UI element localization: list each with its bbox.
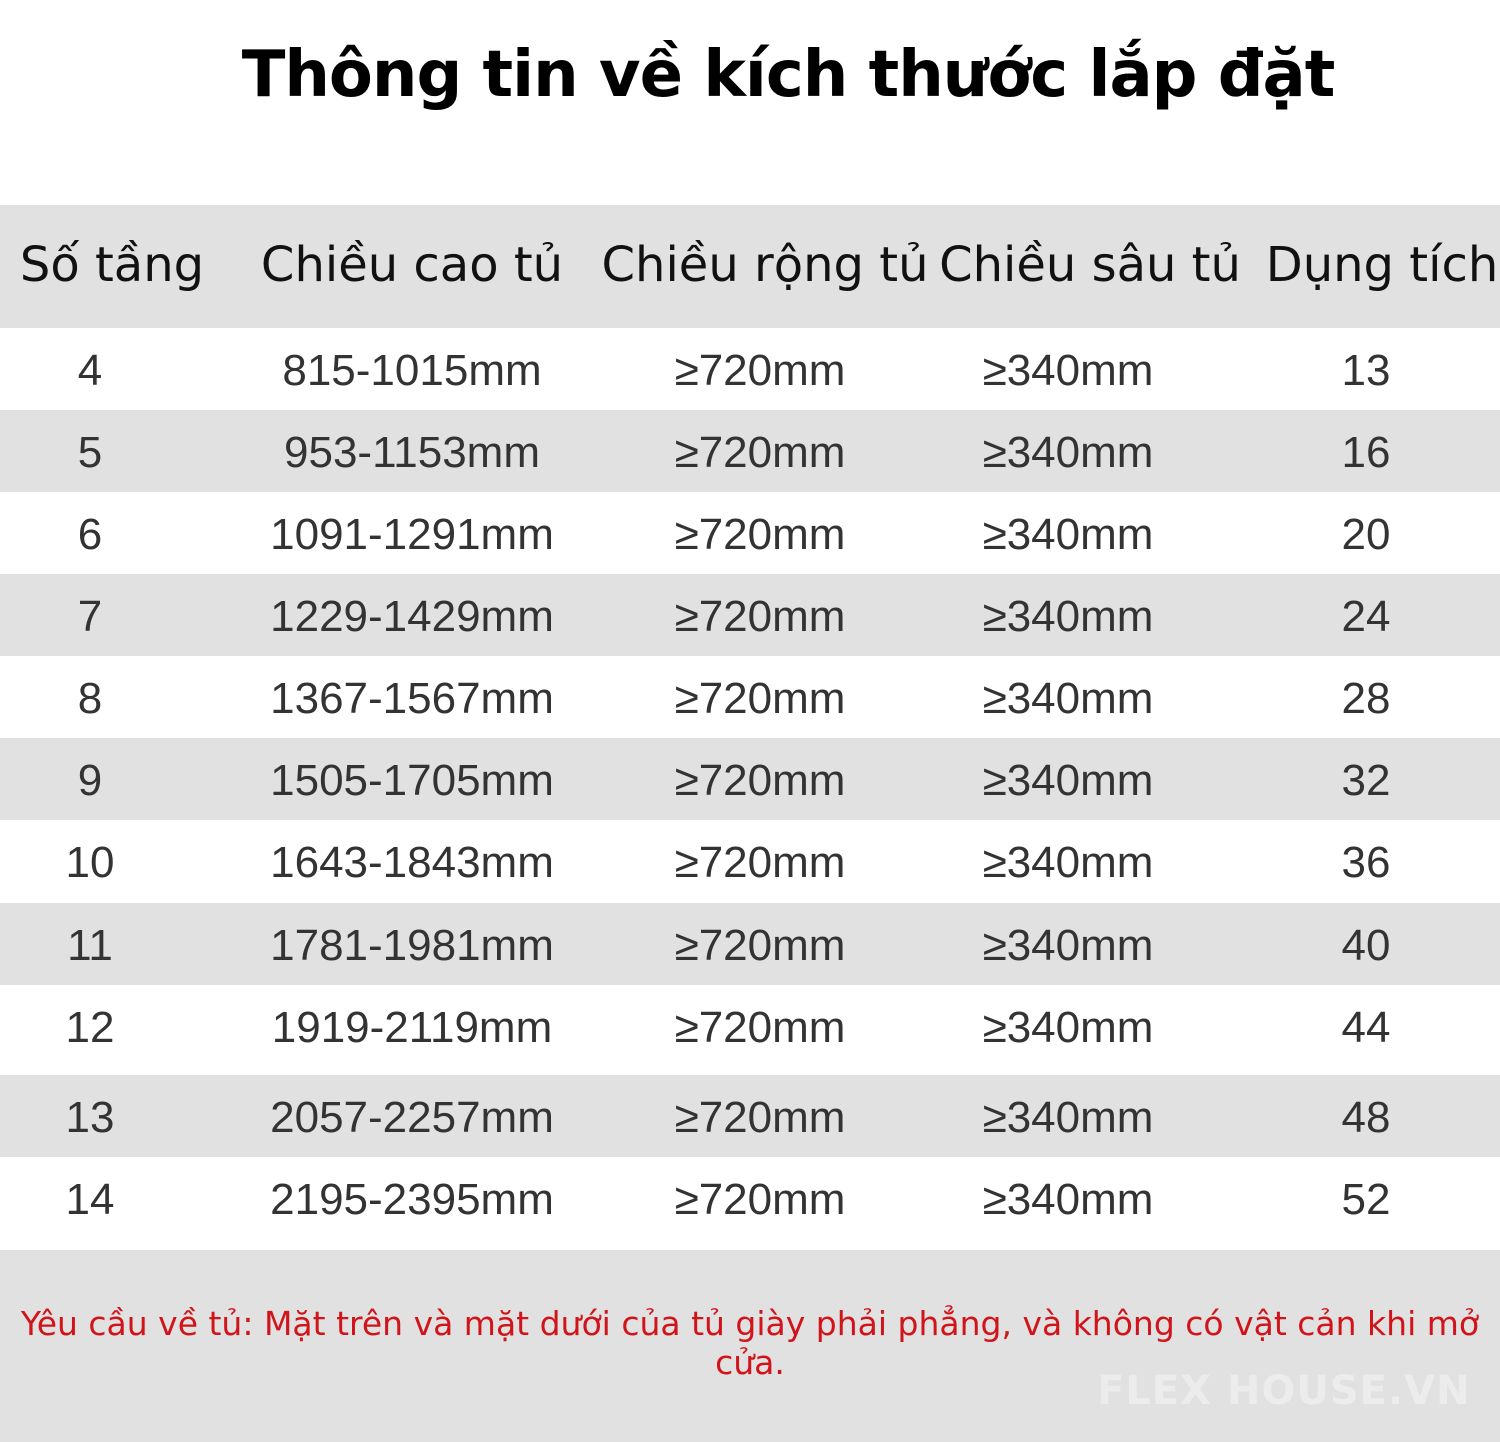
table-header: Số tầng Chiều cao tủ Chiều rộng tủ Chiều… bbox=[0, 205, 1500, 328]
cell-depth: ≥340mm bbox=[982, 510, 1154, 559]
cell-width: ≥720mm bbox=[674, 921, 846, 970]
cell-height: 1091-1291mm bbox=[270, 510, 554, 559]
cell-height: 2057-2257mm bbox=[270, 1093, 554, 1142]
cell-width: ≥720mm bbox=[674, 756, 846, 805]
cell-capacity: 32 bbox=[1341, 756, 1391, 805]
cell-floors: 13 bbox=[65, 1093, 115, 1142]
cell-depth: ≥340mm bbox=[982, 1003, 1154, 1052]
cell-width: ≥720mm bbox=[674, 674, 846, 723]
cell-floors: 10 bbox=[65, 838, 115, 887]
header-capacity: Dụng tích bbox=[1265, 237, 1499, 293]
table-row: 7 1229-1429mm ≥720mm ≥340mm 24 bbox=[0, 574, 1500, 656]
cell-floors: 6 bbox=[77, 510, 103, 559]
cell-capacity: 20 bbox=[1341, 510, 1391, 559]
cell-height: 1367-1567mm bbox=[270, 674, 554, 723]
cell-height: 953-1153mm bbox=[284, 428, 540, 477]
cell-capacity: 40 bbox=[1341, 921, 1391, 970]
table-row: 12 1919-2119mm ≥720mm ≥340mm 44 bbox=[0, 985, 1500, 1075]
cell-depth: ≥340mm bbox=[982, 756, 1154, 805]
cell-capacity: 44 bbox=[1341, 1003, 1391, 1052]
cell-capacity: 28 bbox=[1341, 674, 1391, 723]
table-row: 11 1781-1981mm ≥720mm ≥340mm 40 bbox=[0, 903, 1500, 985]
cell-capacity: 16 bbox=[1341, 428, 1391, 477]
requirement-note: Yêu cầu về tủ: Mặt trên và mặt dưới của … bbox=[20, 1304, 1480, 1382]
table-row: 14 2195-2395mm ≥720mm ≥340mm 52 bbox=[0, 1157, 1500, 1250]
table-row: 5 953-1153mm ≥720mm ≥340mm 16 bbox=[0, 410, 1500, 492]
table-row: 8 1367-1567mm ≥720mm ≥340mm 28 bbox=[0, 656, 1500, 738]
cell-height: 2195-2395mm bbox=[270, 1175, 554, 1224]
cell-width: ≥720mm bbox=[674, 1175, 846, 1224]
cell-width: ≥720mm bbox=[674, 510, 846, 559]
cell-depth: ≥340mm bbox=[982, 1093, 1154, 1142]
header-depth: Chiều sâu tủ bbox=[939, 237, 1241, 293]
footer-band bbox=[0, 1250, 1500, 1442]
cell-floors: 5 bbox=[77, 428, 103, 477]
table-row: 13 2057-2257mm ≥720mm ≥340mm 48 bbox=[0, 1075, 1500, 1157]
cell-height: 1643-1843mm bbox=[270, 838, 554, 887]
cell-height: 815-1015mm bbox=[282, 346, 542, 395]
header-floors: Số tầng bbox=[19, 237, 205, 293]
cell-width: ≥720mm bbox=[674, 592, 846, 641]
cell-height: 1229-1429mm bbox=[270, 592, 554, 641]
cell-capacity: 13 bbox=[1341, 346, 1391, 395]
cell-capacity: 52 bbox=[1341, 1175, 1391, 1224]
cell-capacity: 36 bbox=[1341, 838, 1391, 887]
cell-floors: 11 bbox=[67, 921, 113, 970]
cell-depth: ≥340mm bbox=[982, 1175, 1154, 1224]
cell-height: 1919-2119mm bbox=[271, 1003, 553, 1052]
cell-floors: 8 bbox=[77, 674, 103, 723]
page-title: Thông tin về kích thước lắp đặt bbox=[241, 38, 1336, 112]
cell-width: ≥720mm bbox=[674, 1093, 846, 1142]
cell-depth: ≥340mm bbox=[982, 346, 1154, 395]
cell-depth: ≥340mm bbox=[982, 592, 1154, 641]
watermark: FLEX HOUSE.VN bbox=[1097, 1368, 1471, 1414]
cell-depth: ≥340mm bbox=[982, 674, 1154, 723]
cell-floors: 4 bbox=[77, 346, 103, 395]
cell-depth: ≥340mm bbox=[982, 428, 1154, 477]
table-row: 10 1643-1843mm ≥720mm ≥340mm 36 bbox=[0, 820, 1500, 903]
cell-height: 1781-1981mm bbox=[270, 921, 554, 970]
cell-depth: ≥340mm bbox=[982, 921, 1154, 970]
cell-width: ≥720mm bbox=[674, 838, 846, 887]
cell-floors: 12 bbox=[65, 1003, 115, 1052]
cell-floors: 9 bbox=[77, 756, 103, 805]
cell-width: ≥720mm bbox=[674, 346, 846, 395]
table-row: 6 1091-1291mm ≥720mm ≥340mm 20 bbox=[0, 492, 1500, 574]
cell-capacity: 24 bbox=[1341, 592, 1391, 641]
cell-width: ≥720mm bbox=[674, 1003, 846, 1052]
cell-floors: 7 bbox=[77, 592, 103, 641]
table-row: 4 815-1015mm ≥720mm ≥340mm 13 bbox=[0, 328, 1500, 410]
cell-depth: ≥340mm bbox=[982, 838, 1154, 887]
cell-width: ≥720mm bbox=[674, 428, 846, 477]
cell-floors: 14 bbox=[65, 1175, 115, 1224]
cell-height: 1505-1705mm bbox=[270, 756, 554, 805]
cell-capacity: 48 bbox=[1341, 1093, 1391, 1142]
table-row: 9 1505-1705mm ≥720mm ≥340mm 32 bbox=[0, 738, 1500, 820]
header-height: Chiều cao tủ bbox=[260, 237, 564, 293]
header-width: Chiều rộng tủ bbox=[601, 237, 929, 293]
